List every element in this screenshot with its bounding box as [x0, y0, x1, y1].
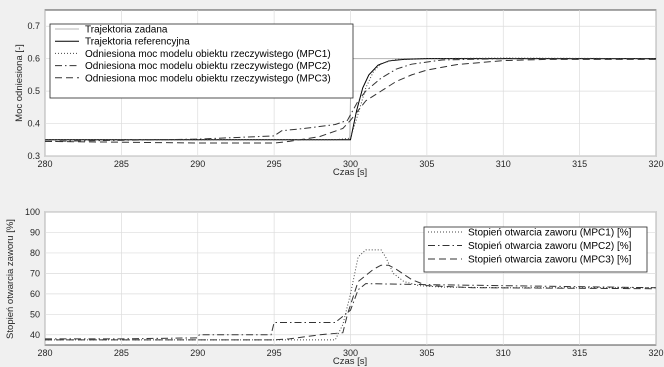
x-tick-label: 315: [572, 348, 587, 358]
y-tick-label: 80: [30, 248, 40, 258]
x-tick-label: 320: [648, 159, 663, 169]
legend-label: Odniesiona moc modelu obiektu rzeczywist…: [85, 49, 331, 60]
x-tick-label: 285: [114, 159, 129, 169]
series-group: [44, 57, 657, 144]
y-axis-label: Moc odniesiona [-]: [14, 44, 25, 122]
legend-label: Stopień otwarcia zaworu (MPC1) [%]: [468, 228, 632, 239]
x-tick-label: 290: [190, 348, 205, 358]
series-line-4: [44, 58, 656, 142]
y-tick-label: 40: [30, 330, 40, 340]
series-line-3: [45, 57, 657, 141]
legend-label: Trajektoria zadana: [85, 25, 168, 36]
x-tick-label: 305: [419, 159, 434, 169]
y-axis-label: Stopień otwarcia zaworu [%]: [5, 219, 16, 339]
series-line-3: [45, 264, 657, 341]
legend-box: [423, 226, 648, 273]
x-tick-labels: 280 285 290 295 300 305 310 315 320: [37, 348, 663, 358]
y-tick-label: 60: [30, 289, 40, 299]
y-tick-label: 70: [30, 268, 40, 278]
y-tick-label: 90: [30, 227, 40, 237]
x-axis-label: Czas [s]: [333, 167, 367, 178]
series-line-2: [45, 58, 656, 141]
x-tick-label: 320: [648, 348, 663, 358]
legend: Stopień otwarcia zaworu (MPC1) [%] Stopie…: [423, 226, 648, 273]
x-tick-label: 280: [37, 159, 52, 169]
x-tick-label: 285: [114, 348, 129, 358]
legend-label: Trajektoria referencyjna: [85, 37, 190, 48]
x-tick-label: 300: [343, 159, 358, 169]
y-tick-label: 0.6: [27, 54, 40, 64]
series-group: [45, 249, 657, 341]
legend-label: Odniesiona moc modelu obiektu rzeczywist…: [85, 73, 331, 84]
bottom-chart: 280 285 290 295 300 305 310 315 320 40 50 60 70 80 90…: [5, 207, 664, 367]
y-tick-label: 0.4: [27, 119, 40, 129]
legend-label: Stopień otwarcia zaworu (MPC2) [%]: [468, 241, 632, 252]
x-tick-label: 295: [267, 159, 282, 169]
x-tick-label: 280: [37, 348, 52, 358]
top-chart: 280 285 290 295 300 305 310 315 320 0.3 0.4 0.5 0.6…: [14, 9, 664, 178]
series-line-1: [45, 249, 656, 341]
x-axis-label: Czas [s]: [333, 356, 367, 367]
y-tick-labels: 0.3 0.4 0.5 0.6 0.7: [27, 21, 40, 161]
x-tick-label: 310: [496, 159, 511, 169]
legend-label: Stopień otwarcia zaworu (MPC3) [%]: [468, 255, 632, 266]
legend-label: Odniesiona moc modelu obiektu rzeczywist…: [85, 61, 331, 72]
x-tick-label: 300: [343, 348, 358, 358]
x-tick-label: 295: [267, 348, 282, 358]
legend-box: [49, 23, 354, 99]
y-tick-label: 50: [30, 309, 40, 319]
y-tick-label: 0.5: [27, 86, 40, 96]
x-tick-label: 305: [419, 348, 434, 358]
series-line-5: [44, 58, 656, 144]
y-tick-label: 0.7: [27, 21, 40, 31]
x-tick-label: 315: [572, 159, 587, 169]
x-tick-label: 290: [190, 159, 205, 169]
y-tick-label: 0.3: [27, 151, 40, 161]
x-tick-label: 310: [496, 348, 511, 358]
y-tick-label: 100: [25, 207, 40, 217]
x-tick-labels: 280 285 290 295 300 305 310 315 320: [37, 159, 663, 169]
y-tick-labels: 40 50 60 70 80 90 100: [25, 207, 40, 340]
